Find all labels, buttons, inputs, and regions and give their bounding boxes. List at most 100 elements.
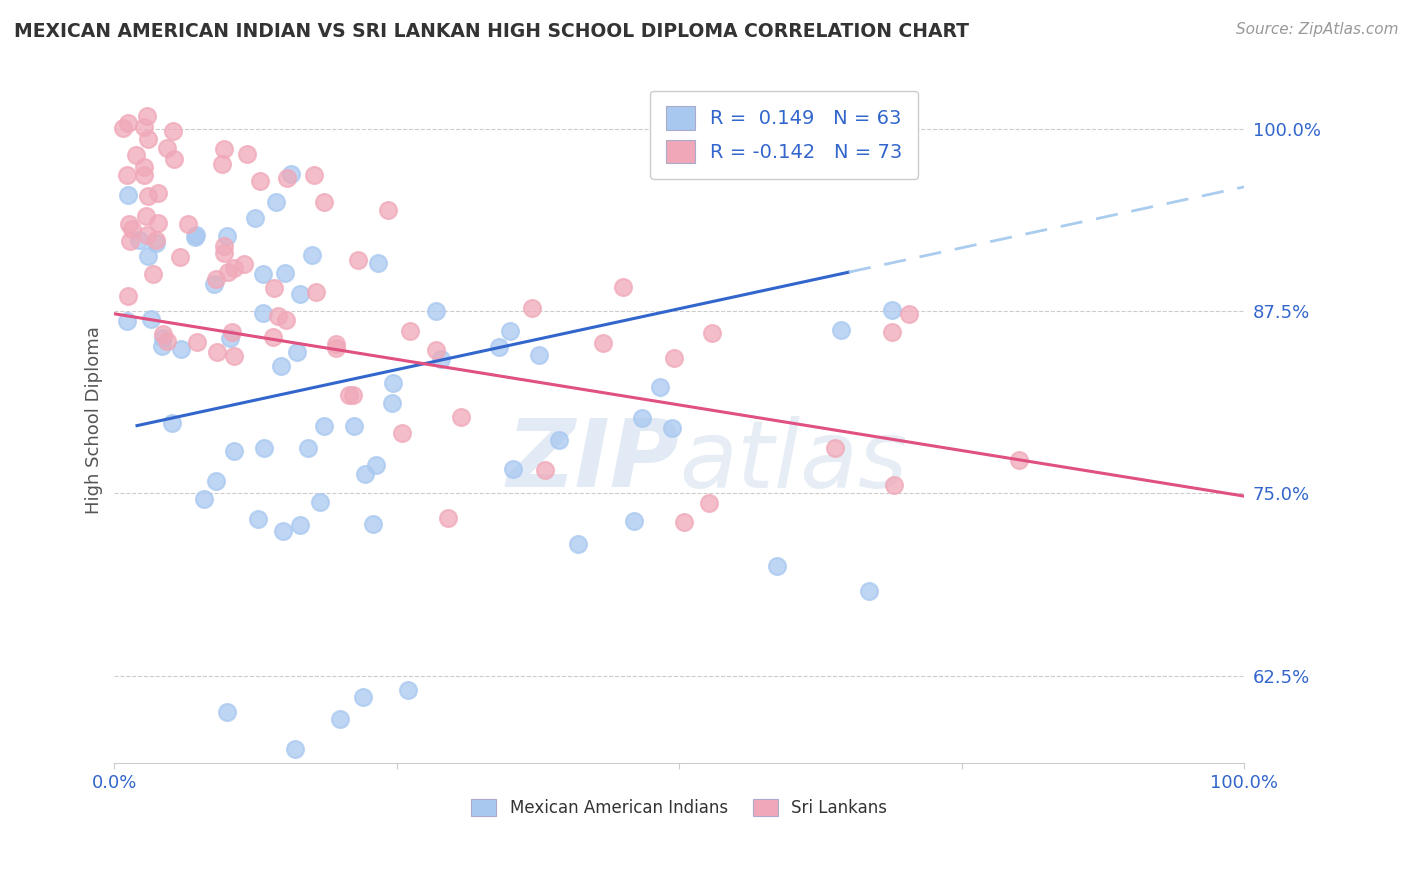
Text: MEXICAN AMERICAN INDIAN VS SRI LANKAN HIGH SCHOOL DIPLOMA CORRELATION CHART: MEXICAN AMERICAN INDIAN VS SRI LANKAN HI… <box>14 22 969 41</box>
Point <box>263 281 285 295</box>
Point <box>152 330 174 344</box>
Point <box>211 157 233 171</box>
Point <box>266 309 288 323</box>
Point <box>522 301 544 315</box>
Point <box>301 248 323 262</box>
Point <box>697 496 720 510</box>
Point <box>325 337 347 351</box>
Point <box>425 303 447 318</box>
Text: ZIP: ZIP <box>506 416 679 508</box>
Point <box>450 409 472 424</box>
Point <box>343 419 366 434</box>
Point <box>329 712 352 726</box>
Point <box>361 517 384 532</box>
Point <box>246 512 269 526</box>
Point <box>325 341 347 355</box>
Point <box>592 336 614 351</box>
Point <box>156 334 179 348</box>
Point <box>217 265 239 279</box>
Point <box>425 343 447 358</box>
Point <box>162 124 184 138</box>
Point <box>202 277 225 291</box>
Point <box>233 257 256 271</box>
Point <box>136 132 159 146</box>
Point <box>117 288 139 302</box>
Point <box>858 583 880 598</box>
Point <box>204 474 226 488</box>
Point <box>252 306 274 320</box>
Point <box>156 141 179 155</box>
Point <box>824 441 846 455</box>
Point <box>169 251 191 265</box>
Point <box>117 116 139 130</box>
Point <box>162 152 184 166</box>
Point <box>533 463 555 477</box>
Point <box>142 268 165 282</box>
Point <box>184 228 207 243</box>
Point <box>136 249 159 263</box>
Point <box>337 388 360 402</box>
Point <box>125 148 148 162</box>
Point <box>650 380 672 394</box>
Point <box>135 209 157 223</box>
Point <box>399 324 422 338</box>
Point <box>430 351 453 366</box>
Point <box>382 376 405 390</box>
Point <box>136 188 159 202</box>
Point <box>631 411 654 425</box>
Point <box>145 233 167 247</box>
Point <box>205 271 228 285</box>
Point <box>353 467 375 482</box>
Point <box>134 160 156 174</box>
Point <box>1008 453 1031 467</box>
Point <box>662 351 685 365</box>
Point <box>271 524 294 539</box>
Point <box>219 331 242 345</box>
Point <box>567 537 589 551</box>
Point <box>264 195 287 210</box>
Point <box>222 350 245 364</box>
Point <box>673 515 696 529</box>
Point <box>342 387 364 401</box>
Point <box>437 511 460 525</box>
Point <box>880 303 903 318</box>
Point <box>112 121 135 136</box>
Point <box>212 239 235 253</box>
Point <box>270 359 292 373</box>
Point <box>290 518 312 533</box>
Point <box>132 168 155 182</box>
Point <box>280 167 302 181</box>
Point <box>297 442 319 456</box>
Point <box>527 348 550 362</box>
Point <box>897 307 920 321</box>
Point <box>661 420 683 434</box>
Point <box>141 311 163 326</box>
Point <box>136 109 159 123</box>
Point <box>623 514 645 528</box>
Point <box>312 419 335 434</box>
Y-axis label: High School Diploma: High School Diploma <box>86 326 103 514</box>
Point <box>186 335 208 350</box>
Point <box>235 147 257 161</box>
Point <box>276 170 298 185</box>
Point <box>347 253 370 268</box>
Point <box>146 216 169 230</box>
Point <box>288 287 311 301</box>
Point <box>284 741 307 756</box>
Point <box>121 222 143 236</box>
Point <box>115 314 138 328</box>
Point <box>217 705 239 719</box>
Point <box>488 340 510 354</box>
Point <box>212 143 235 157</box>
Legend: Mexican American Indians, Sri Lankans: Mexican American Indians, Sri Lankans <box>465 792 894 823</box>
Point <box>177 217 200 231</box>
Point <box>128 233 150 247</box>
Point <box>612 279 634 293</box>
Point <box>262 330 284 344</box>
Point <box>117 187 139 202</box>
Point <box>253 441 276 455</box>
Point <box>150 339 173 353</box>
Point <box>880 325 903 339</box>
Point <box>364 458 387 473</box>
Point <box>212 245 235 260</box>
